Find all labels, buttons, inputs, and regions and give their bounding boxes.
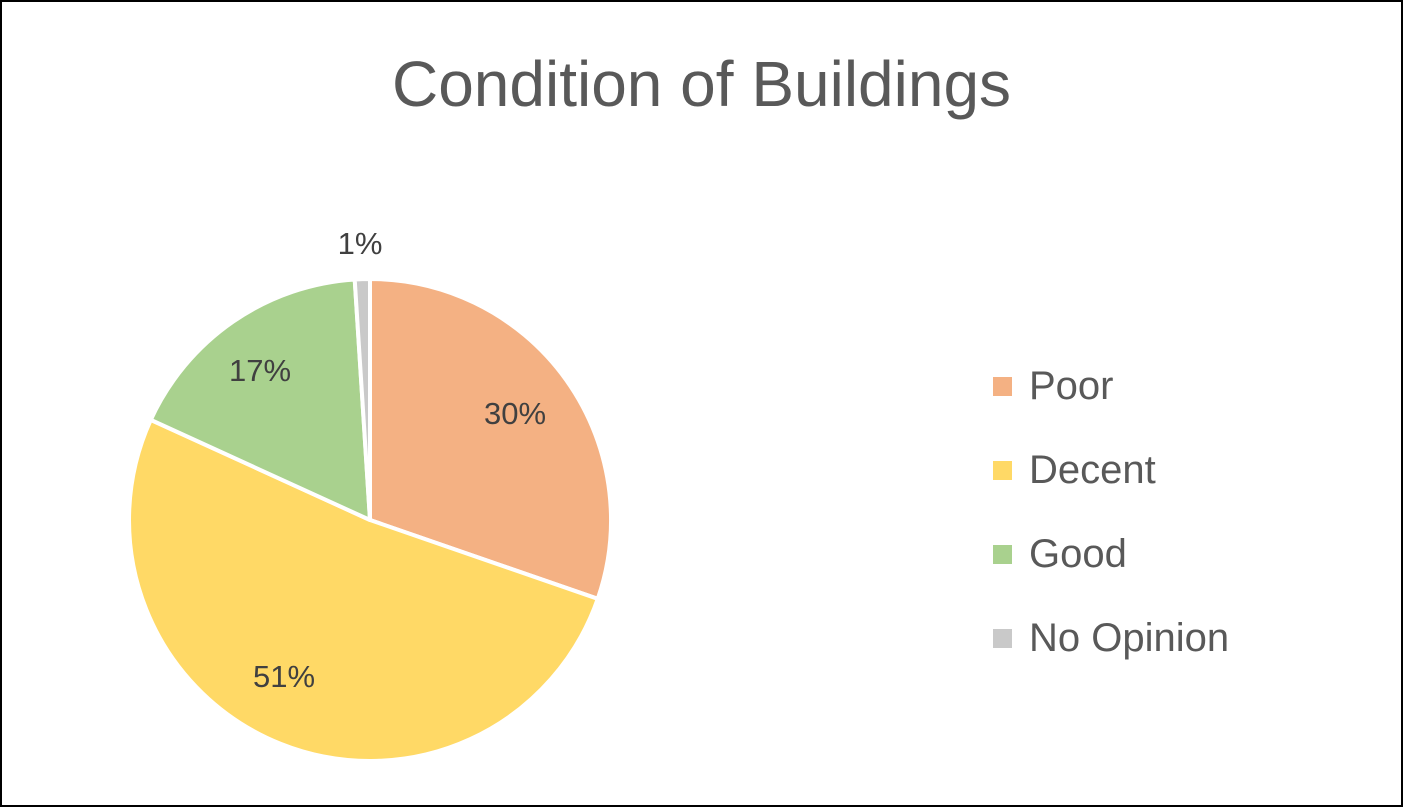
data-label-poor: 30% xyxy=(484,396,546,431)
legend-swatch-decent xyxy=(993,460,1012,480)
legend-label-decent: Decent xyxy=(1029,447,1156,492)
legend-item-no-opinion: No Opinion xyxy=(993,596,1229,680)
legend-swatch-poor xyxy=(993,376,1012,396)
legend-item-poor: Poor xyxy=(993,344,1229,428)
legend-label-good: Good xyxy=(1029,531,1127,576)
pie-slice-no-opinion xyxy=(352,277,372,522)
chart-title: Condition of Buildings xyxy=(391,48,1012,120)
data-label-decent: 51% xyxy=(253,659,315,694)
legend: Poor Decent Good No Opinion xyxy=(993,344,1229,680)
legend-swatch-no-opinion xyxy=(993,628,1012,648)
legend-item-decent: Decent xyxy=(993,428,1229,512)
legend-label-poor: Poor xyxy=(1029,363,1114,408)
data-label-no-opinion: 1% xyxy=(338,226,383,261)
legend-item-good: Good xyxy=(993,512,1229,596)
data-label-good: 17% xyxy=(229,353,291,388)
pie-slice-good xyxy=(148,277,372,522)
legend-swatch-good xyxy=(993,544,1012,564)
legend-label-no-opinion: No Opinion xyxy=(1029,615,1230,660)
pie-slice-decent xyxy=(127,417,600,763)
pie-slice-poor xyxy=(368,277,613,601)
